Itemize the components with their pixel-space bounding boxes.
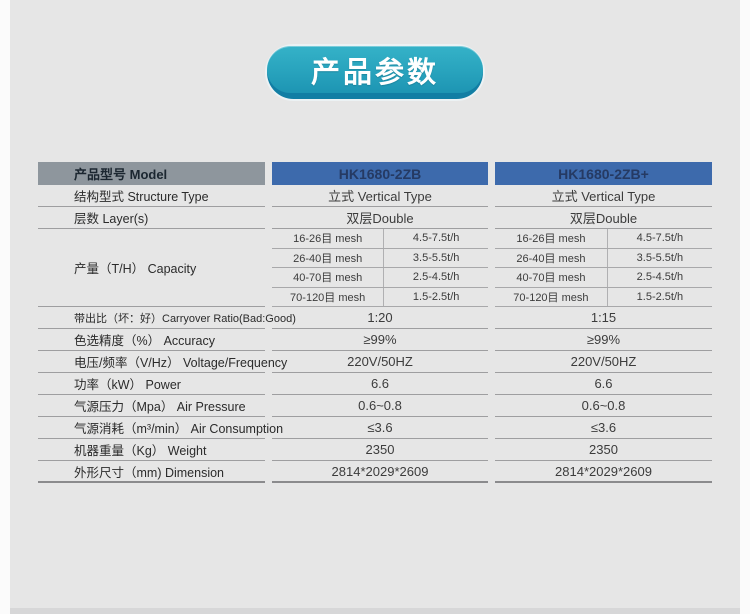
power-value-m2: 6.6 — [495, 373, 712, 395]
structure-type-row: 结构型式 Structure Type 立式 Vertical Type 立式 … — [38, 185, 712, 207]
weight-value-m1: 2350 — [272, 439, 488, 461]
weight-value-m2: 2350 — [495, 439, 712, 461]
carryover-ratio-value-m2: 1:15 — [495, 307, 712, 329]
voltage-frequency-value-m1: 220V/50HZ — [272, 351, 488, 373]
capacity-row: 产量（T/H） Capacity 16-26目 mesh 4.5-7.5t/h … — [38, 229, 712, 307]
capacity-subrow: 70-120目 mesh 1.5-2.5t/h — [495, 287, 712, 307]
capacity-subrow: 40-70目 mesh 2.5-4.5t/h — [495, 268, 712, 288]
weight-row: 机器重量（Kg） Weight 2350 2350 — [38, 439, 712, 461]
capacity-label: 产量（T/H） Capacity — [38, 229, 265, 307]
layers-value-m1: 双层Double — [272, 207, 488, 229]
layers-row: 层数 Layer(s) 双层Double 双层Double — [38, 207, 712, 229]
mesh-range-label: 70-120目 mesh — [272, 287, 385, 306]
model-header-hk1680-2zb-plus: HK1680-2ZB+ — [495, 162, 712, 185]
mesh-range-label: 16-26目 mesh — [495, 229, 608, 248]
throughput-value: 1.5-2.5t/h — [412, 290, 460, 303]
accuracy-row: 色选精度（%） Accuracy ≥99% ≥99% — [38, 329, 712, 351]
capacity-subtable-m2: 16-26目 mesh 4.5-7.5t/h 26-40目 mesh 3.5-5… — [495, 229, 712, 307]
carryover-ratio-label: 带出比（坏：好）Carryover Ratio(Bad:Good) — [38, 307, 296, 329]
air-pressure-value-m2: 0.6~0.8 — [495, 395, 712, 417]
title-badge: 产品参数 — [267, 46, 483, 99]
air-pressure-row: 气源压力（Mpa） Air Pressure 0.6~0.8 0.6~0.8 — [38, 395, 712, 417]
capacity-subtable-m1: 16-26目 mesh 4.5-7.5t/h 26-40目 mesh 3.5-5… — [272, 229, 488, 307]
dimension-value-m1: 2814*2029*2609 — [272, 461, 488, 483]
capacity-subrow: 40-70目 mesh 2.5-4.5t/h — [272, 268, 488, 288]
accuracy-value-m2: ≥99% — [495, 329, 712, 351]
carryover-ratio-row: 带出比（坏：好）Carryover Ratio(Bad:Good) 1:20 1… — [38, 307, 712, 329]
title-badge-pill: 产品参数 — [267, 46, 483, 93]
air-pressure-value-m1: 0.6~0.8 — [272, 395, 488, 417]
power-label: 功率（kW） Power — [38, 373, 265, 395]
dimension-value-m2: 2814*2029*2609 — [495, 461, 712, 483]
power-row: 功率（kW） Power 6.6 6.6 — [38, 373, 712, 395]
model-header-label: 产品型号 Model — [38, 162, 265, 185]
dimension-row: 外形尺寸（mm) Dimension 2814*2029*2609 2814*2… — [38, 461, 712, 483]
throughput-value: 2.5-4.5t/h — [636, 271, 684, 284]
layers-label: 层数 Layer(s) — [38, 207, 265, 229]
throughput-value: 2.5-4.5t/h — [412, 271, 460, 284]
capacity-subrow: 16-26目 mesh 4.5-7.5t/h — [495, 229, 712, 249]
dimension-label: 外形尺寸（mm) Dimension — [38, 461, 265, 483]
page-content-area: 产品参数 产品型号 Model HK1680-2ZB HK1680-2ZB+ 结… — [10, 0, 740, 614]
layers-value-m2: 双层Double — [495, 207, 712, 229]
bottom-edge-strip — [10, 608, 740, 614]
model-header-hk1680-2zb: HK1680-2ZB — [272, 162, 488, 185]
air-consumption-row: 气源消耗（m³/min） Air Consumption ≤3.6 ≤3.6 — [38, 417, 712, 439]
accuracy-label: 色选精度（%） Accuracy — [38, 329, 265, 351]
air-pressure-label: 气源压力（Mpa） Air Pressure — [38, 395, 265, 417]
capacity-subrow: 70-120目 mesh 1.5-2.5t/h — [272, 287, 488, 307]
structure-type-value-m2: 立式 Vertical Type — [495, 185, 712, 207]
throughput-value: 3.5-5.5t/h — [636, 251, 684, 264]
voltage-frequency-value-m2: 220V/50HZ — [495, 351, 712, 373]
accuracy-value-m1: ≥99% — [272, 329, 488, 351]
mesh-range-label: 16-26目 mesh — [272, 229, 385, 248]
mesh-range-label: 40-70目 mesh — [272, 268, 385, 287]
mesh-range-label: 26-40目 mesh — [272, 248, 385, 267]
throughput-value: 4.5-7.5t/h — [636, 232, 684, 245]
voltage-frequency-row: 电压/频率（V/Hz） Voltage/Frequency 220V/50HZ … — [38, 351, 712, 373]
air-consumption-value-m1: ≤3.6 — [272, 417, 488, 439]
structure-type-label: 结构型式 Structure Type — [38, 185, 265, 207]
throughput-value: 4.5-7.5t/h — [412, 232, 460, 245]
capacity-subrow: 26-40目 mesh 3.5-5.5t/h — [495, 248, 712, 268]
title-badge-shadow: 产品参数 — [267, 46, 483, 99]
mesh-range-label: 26-40目 mesh — [495, 248, 608, 267]
capacity-subrow: 16-26目 mesh 4.5-7.5t/h — [272, 229, 488, 249]
mesh-range-label: 40-70目 mesh — [495, 268, 608, 287]
voltage-frequency-label: 电压/频率（V/Hz） Voltage/Frequency — [38, 351, 287, 373]
throughput-value: 3.5-5.5t/h — [412, 251, 460, 264]
throughput-value: 1.5-2.5t/h — [636, 290, 684, 303]
air-consumption-value-m2: ≤3.6 — [495, 417, 712, 439]
page-title: 产品参数 — [310, 56, 439, 89]
capacity-subrow: 26-40目 mesh 3.5-5.5t/h — [272, 248, 488, 268]
air-consumption-label: 气源消耗（m³/min） Air Consumption — [38, 417, 283, 439]
table-header-row: 产品型号 Model HK1680-2ZB HK1680-2ZB+ — [38, 162, 712, 185]
carryover-ratio-value-m1: 1:20 — [272, 307, 488, 329]
power-value-m1: 6.6 — [272, 373, 488, 395]
structure-type-value-m1: 立式 Vertical Type — [272, 185, 488, 207]
mesh-range-label: 70-120目 mesh — [495, 287, 608, 306]
spec-table: 产品型号 Model HK1680-2ZB HK1680-2ZB+ 结构型式 S… — [38, 162, 712, 483]
weight-label: 机器重量（Kg） Weight — [38, 439, 265, 461]
